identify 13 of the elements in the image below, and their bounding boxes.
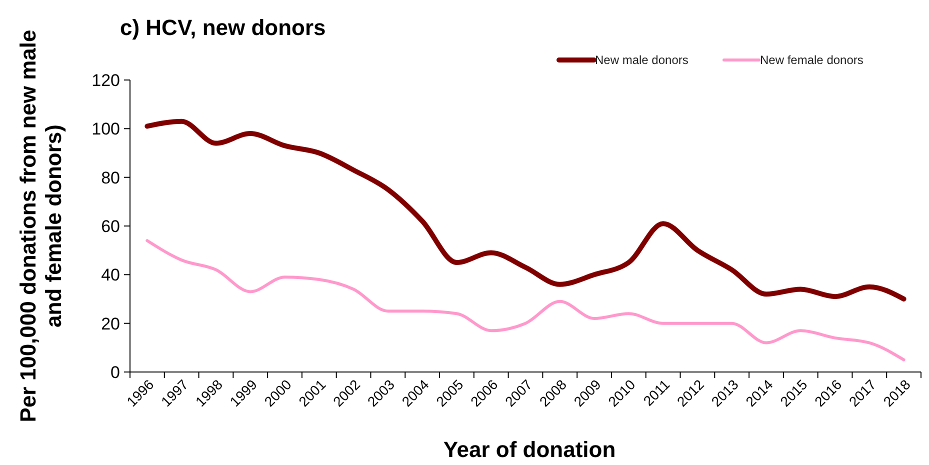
y-tick-label: 80 bbox=[101, 168, 120, 188]
legend-label: New male donors bbox=[595, 53, 688, 68]
y-tick-label: 60 bbox=[101, 216, 120, 236]
y-tick-label: 0 bbox=[110, 362, 120, 382]
y-tick-label: 20 bbox=[101, 314, 120, 334]
y-tick-label: 40 bbox=[101, 266, 120, 285]
x-axis-title: Year of donation bbox=[443, 437, 616, 462]
y-tick-label: 100 bbox=[92, 120, 120, 139]
line-series bbox=[146, 239, 906, 362]
y-tick-label: 120 bbox=[92, 70, 120, 90]
y-axis-title: Per 100,000 donations from new male and female donors) bbox=[16, 30, 66, 422]
legend-label: New female donors bbox=[760, 53, 864, 68]
chart-title: c) HCV, new donors bbox=[120, 15, 326, 40]
